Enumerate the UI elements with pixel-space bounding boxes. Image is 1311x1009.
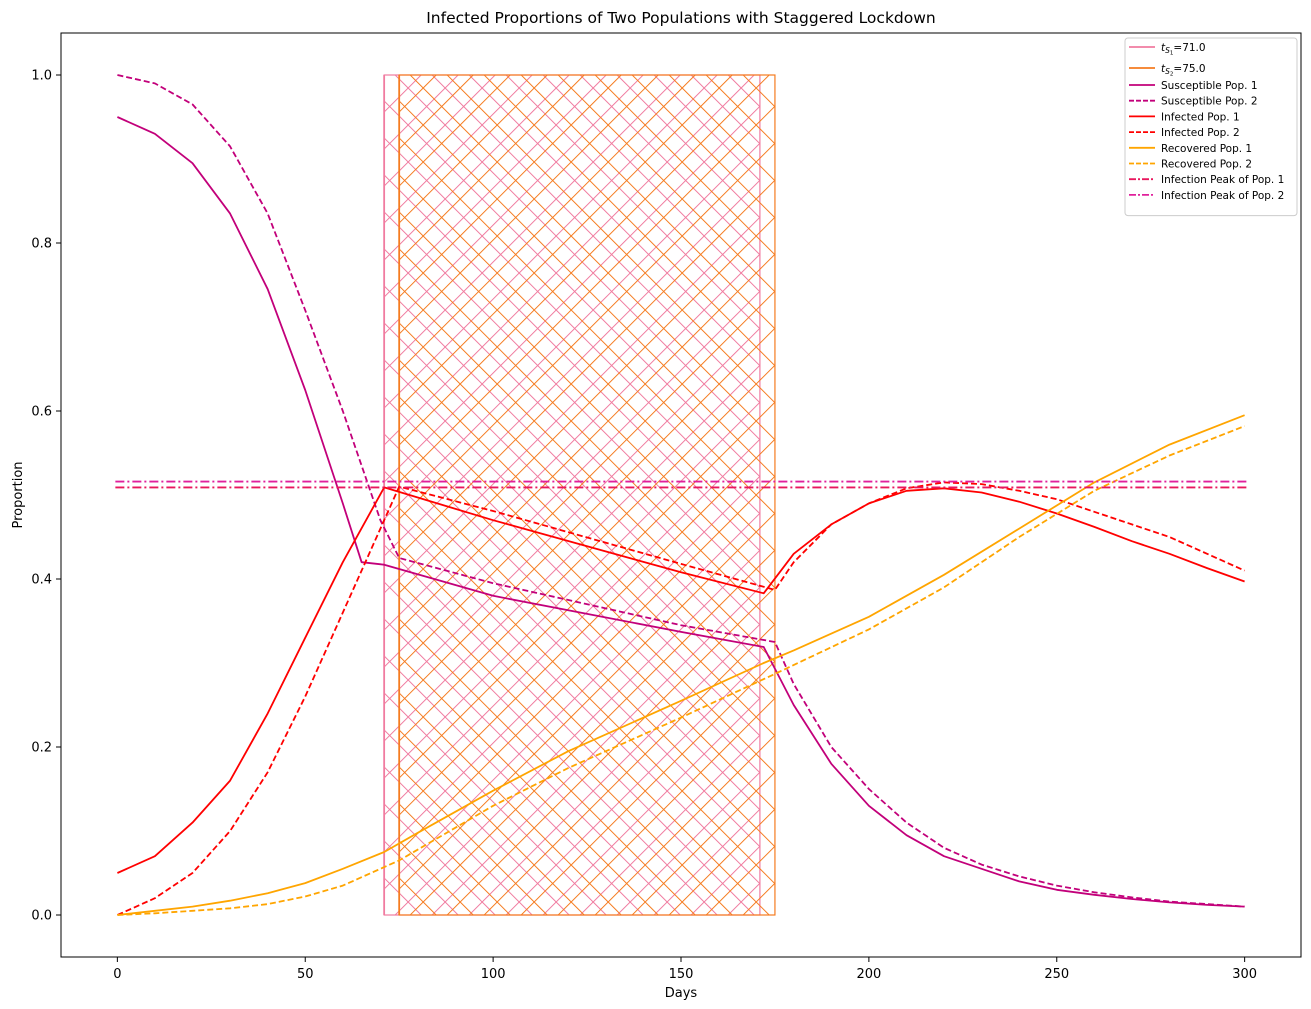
legend-label: Infected Pop. 1 [1161, 111, 1240, 123]
x-axis: 0 50 100 150 200 250 300 [113, 957, 1257, 982]
y-tick-label: 0.8 [31, 237, 52, 252]
legend-label: Recovered Pop. 1 [1161, 143, 1252, 155]
x-tick-label: 100 [481, 967, 506, 982]
legend-item-series-3: Infected Pop. 1 [1129, 111, 1240, 123]
legend-box [1124, 37, 1298, 217]
series-line-1 [117, 116, 1245, 908]
legend-label: Infection Peak of Pop. 1 [1161, 174, 1284, 186]
legend-item-series-4: Infected Pop. 2 [1129, 127, 1240, 139]
legend-label: tS1=71.0 [1161, 42, 1206, 57]
series-line-3 [117, 486, 1245, 874]
series-line-5 [117, 414, 1245, 916]
lockdown-hatch [384, 75, 760, 915]
y-tick-label: 1.0 [31, 69, 52, 84]
legend-item-series-7: Infection Peak of Pop. 1 [1129, 174, 1284, 186]
legend-item-lockdown-2: tS2=75.0 [1129, 63, 1206, 78]
legend-item-series-1: Susceptible Pop. 1 [1129, 80, 1258, 92]
legend-item-series-8: Infection Peak of Pop. 2 [1129, 190, 1284, 202]
legend-item-series-5: Recovered Pop. 1 [1129, 143, 1252, 155]
legend-item-series-2: Susceptible Pop. 2 [1129, 96, 1258, 108]
lockdown-hatch [399, 75, 775, 915]
legend-label: tS2=75.0 [1161, 63, 1206, 78]
y-tick-label: 0.4 [31, 573, 52, 588]
x-tick-label: 250 [1044, 967, 1069, 982]
series-line-2 [117, 74, 1245, 908]
series-line-4 [117, 481, 1245, 916]
lockdown-region-2 [398, 74, 776, 916]
x-tick-label: 150 [669, 967, 694, 982]
x-tick-label: 50 [297, 967, 314, 982]
y-tick-label: 0.6 [31, 405, 52, 420]
legend-item-series-6: Recovered Pop. 2 [1129, 159, 1252, 171]
legend-label: Susceptible Pop. 2 [1161, 96, 1258, 108]
x-tick-label: 0 [113, 967, 121, 982]
x-tick-label: 200 [856, 967, 881, 982]
legend: tS1=71.0 tS2=75.0 Susceptible Pop. 1 Suscep… [1124, 37, 1298, 217]
x-axis-label: Days [665, 986, 698, 1001]
x-tick-label: 300 [1232, 967, 1257, 982]
legend-label: Susceptible Pop. 1 [1161, 80, 1258, 92]
y-tick-label: 0.2 [31, 741, 52, 756]
legend-item-lockdown-1: tS1=71.0 [1129, 42, 1206, 57]
chart-title: Infected Proportions of Two Populations … [426, 9, 936, 27]
legend-label: Recovered Pop. 2 [1161, 159, 1252, 171]
legend-label: Infection Peak of Pop. 2 [1161, 190, 1284, 202]
series-lines [115, 74, 1247, 916]
y-tick-label: 0.0 [31, 909, 52, 924]
lockdown-regions [383, 74, 776, 916]
y-axis-label: Proportion [11, 461, 26, 528]
legend-label: Infected Pop. 2 [1161, 127, 1240, 139]
y-axis: 0.0 0.2 0.4 0.6 0.8 1.0 [31, 69, 61, 924]
